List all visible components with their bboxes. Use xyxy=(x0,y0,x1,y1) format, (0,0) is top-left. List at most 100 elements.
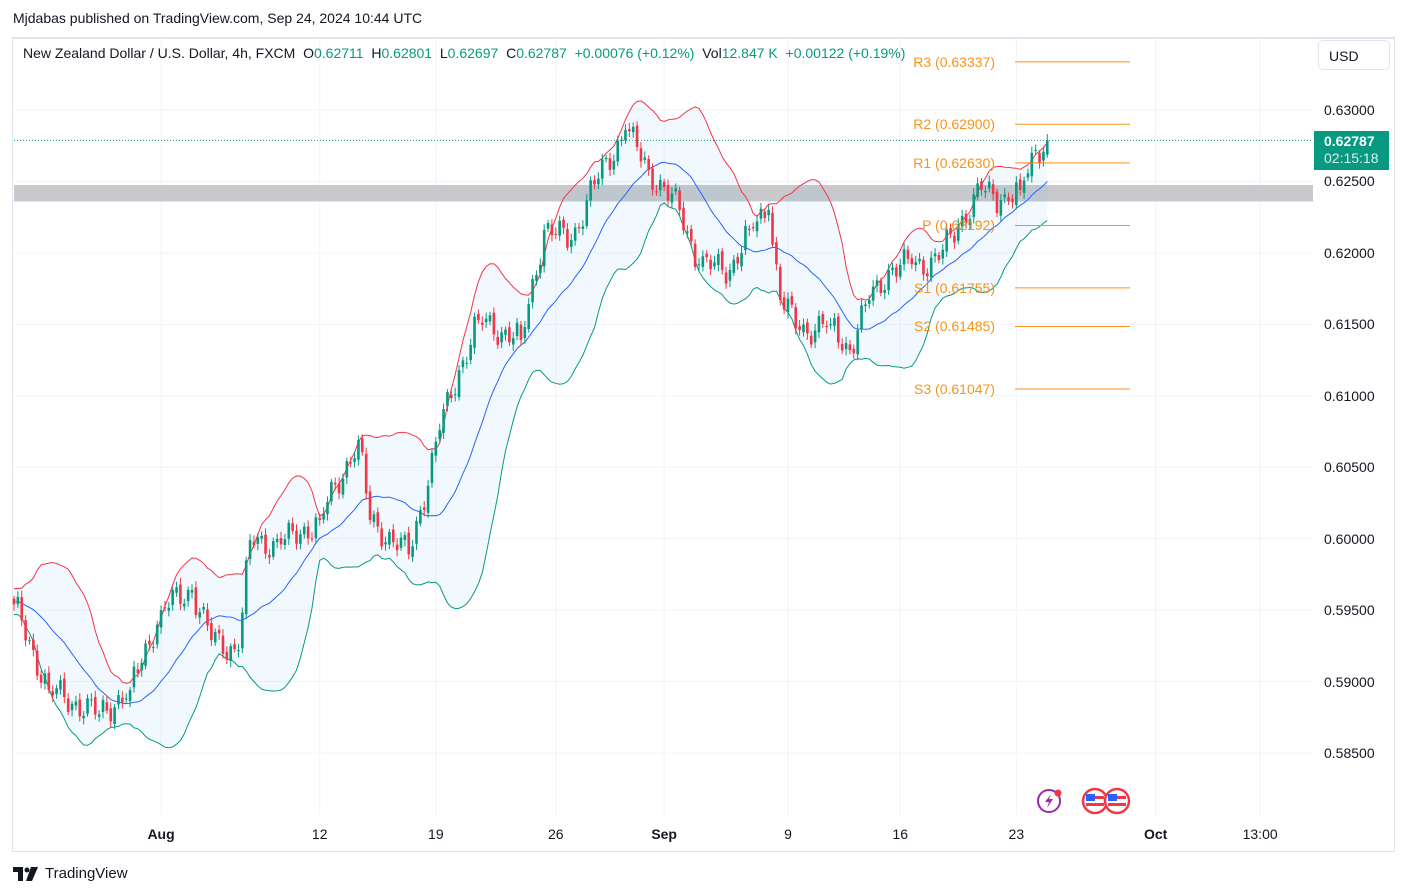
candle-body xyxy=(945,229,948,252)
low-label: L xyxy=(439,45,448,61)
candle-body xyxy=(790,296,794,305)
candle-body xyxy=(330,481,333,502)
candle-body xyxy=(66,698,70,712)
candle-body xyxy=(767,210,770,216)
candle-body xyxy=(879,280,883,294)
candle-body xyxy=(813,330,817,343)
candle-body xyxy=(620,139,623,141)
candle-body xyxy=(504,329,507,335)
pivot-label-s2: S2 (0.61485) xyxy=(875,318,995,334)
pivot-value: (0.62900) xyxy=(931,116,995,133)
candle-body xyxy=(1026,173,1030,178)
candle-body xyxy=(124,698,128,700)
candle-body xyxy=(480,322,484,325)
candle-body xyxy=(806,322,809,334)
candle-body xyxy=(28,640,31,642)
candle-body xyxy=(384,542,387,545)
pivot-value: (0.61755) xyxy=(931,279,995,296)
candle-body xyxy=(148,640,151,645)
candle-body xyxy=(256,537,260,545)
price-tick-label: 0.59500 xyxy=(1324,602,1375,619)
candle-body xyxy=(748,228,751,231)
candle-body xyxy=(670,193,674,203)
candle-body xyxy=(237,650,240,652)
candle-body xyxy=(113,707,116,724)
chart-frame xyxy=(12,37,1395,852)
candle-body xyxy=(380,528,383,547)
candle-body xyxy=(867,300,871,304)
last-price-badge: 0.62787 02:15:18 xyxy=(1314,131,1389,170)
candle-body xyxy=(279,538,283,545)
candle-body xyxy=(434,441,438,456)
currency-button[interactable]: USD xyxy=(1318,40,1390,70)
candle-body xyxy=(314,517,318,539)
candle-body xyxy=(74,701,78,706)
candle-body xyxy=(477,313,480,321)
time-tick-label: 9 xyxy=(784,826,792,842)
candle-body xyxy=(949,228,952,234)
candle-body xyxy=(895,267,898,277)
pivot-label-r2: R2 (0.62900) xyxy=(875,116,995,132)
candle-body xyxy=(922,259,925,275)
candle-body xyxy=(608,158,612,171)
candle-body xyxy=(837,316,840,343)
candle-body xyxy=(419,510,422,524)
candle-body xyxy=(720,251,724,270)
price-tick-label: 0.60000 xyxy=(1324,530,1375,547)
candle-body xyxy=(202,606,205,610)
candle-body xyxy=(198,612,202,618)
candle-body xyxy=(651,168,654,190)
pivot-name: R2 xyxy=(913,116,932,133)
candle-body xyxy=(597,178,600,185)
pivot-value: (0.61047) xyxy=(931,381,995,398)
candle-body xyxy=(473,316,476,348)
candle-body xyxy=(484,318,488,323)
candle-body xyxy=(39,674,43,683)
tradingview-logo[interactable]: TradingView xyxy=(13,865,128,882)
candle-body xyxy=(662,181,666,188)
candle-body xyxy=(891,267,894,271)
candle-body xyxy=(926,273,929,277)
earnings-event-icon[interactable] xyxy=(1035,787,1063,815)
candle-body xyxy=(697,264,701,266)
candle-body xyxy=(589,180,592,201)
candle-body xyxy=(264,534,267,554)
candle-body xyxy=(299,534,302,544)
publisher-line: Mjdabas published on TradingView.com, Se… xyxy=(13,10,423,26)
pivot-name: P xyxy=(922,217,932,234)
time-tick-label: Sep xyxy=(651,826,677,842)
price-tick-label: 0.62500 xyxy=(1324,173,1375,190)
candle-body xyxy=(778,266,782,301)
candle-body xyxy=(508,327,511,343)
us-economic-events-icon[interactable] xyxy=(1081,787,1133,815)
candle-body xyxy=(132,666,136,688)
candle-body xyxy=(241,612,244,649)
candle-body xyxy=(635,125,639,147)
candle-body xyxy=(995,191,999,213)
candle-body xyxy=(527,304,531,330)
candle-body xyxy=(194,587,198,616)
candle-body xyxy=(70,703,74,711)
volume-value: 12.847 K xyxy=(721,45,778,61)
candle-body xyxy=(643,157,647,160)
candle-body xyxy=(275,538,279,542)
candle-body xyxy=(689,229,693,242)
candle-body xyxy=(968,219,972,225)
candle-body xyxy=(871,286,875,301)
candle-body xyxy=(577,226,581,229)
candle-body xyxy=(802,324,805,333)
candle-body xyxy=(639,148,643,162)
candle-body xyxy=(728,270,732,281)
candle-body xyxy=(357,440,360,460)
price-tick-label: 0.61000 xyxy=(1324,387,1375,404)
low-value: 0.62697 xyxy=(447,45,499,61)
candle-body xyxy=(701,256,705,267)
candle-body xyxy=(686,231,689,233)
candle-body xyxy=(898,264,902,277)
candle-body xyxy=(941,249,945,259)
candle-body xyxy=(558,220,561,236)
price-tick-label: 0.59000 xyxy=(1324,673,1375,690)
symbol-title: New Zealand Dollar / U.S. Dollar, 4h, FX… xyxy=(23,45,296,61)
support-resistance-zone xyxy=(14,185,1313,202)
chart-plot-area[interactable] xyxy=(0,0,1313,815)
